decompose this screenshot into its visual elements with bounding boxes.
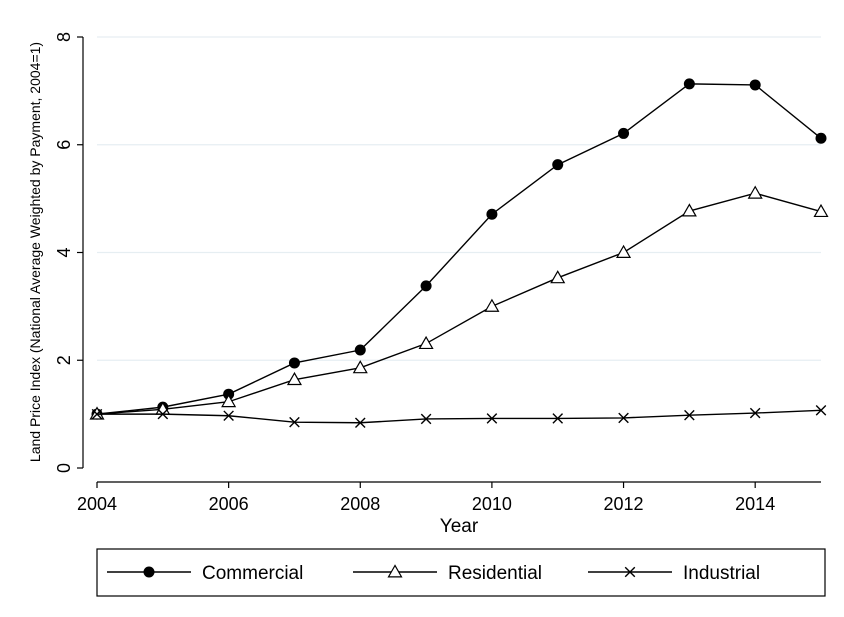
point-commercial-2014 <box>749 79 761 91</box>
point-industrial-2014 <box>749 407 761 419</box>
legend-marker-residential <box>387 564 403 578</box>
point-commercial-2009 <box>420 280 432 292</box>
point-industrial-2009 <box>420 413 432 425</box>
x-axis-label: Year <box>440 516 479 537</box>
point-industrial-2015 <box>815 405 827 416</box>
point-commercial-2013 <box>683 78 695 90</box>
point-industrial-2011 <box>552 413 564 424</box>
legend-label-residential: Residential <box>448 563 542 584</box>
point-commercial-2010 <box>486 208 498 220</box>
point-residential-2014 <box>747 185 763 199</box>
series-industrial <box>91 405 827 429</box>
y-tick-label-2: 4 <box>54 247 74 257</box>
point-commercial-2015 <box>815 132 827 144</box>
point-industrial-2012 <box>618 412 629 424</box>
point-industrial-2006 <box>223 410 234 422</box>
point-industrial-2004 <box>91 408 103 420</box>
x-tick-label-4: 2012 <box>604 494 644 514</box>
point-industrial-2005 <box>157 408 169 420</box>
y-tick-label-4: 8 <box>54 32 74 42</box>
point-industrial-2007 <box>289 416 300 428</box>
point-residential-2010 <box>484 298 500 312</box>
legend: Commercial Residential Industrial <box>96 548 826 597</box>
point-commercial-2012 <box>618 127 630 139</box>
series-line-commercial <box>96 83 822 415</box>
point-residential-2012 <box>616 244 632 258</box>
y-tick-label-0: 0 <box>54 463 74 473</box>
point-residential-2009 <box>418 335 434 350</box>
point-residential-2011 <box>550 270 566 284</box>
legend-marker-industrial <box>624 566 636 578</box>
point-industrial-2010 <box>486 413 498 424</box>
x-tick-label-5: 2014 <box>735 494 775 514</box>
x-tick-label-2: 2008 <box>340 494 380 514</box>
y-ticks: 0 2 4 6 8 <box>54 32 83 473</box>
point-industrial-2008 <box>354 417 366 429</box>
x-tick-label-0: 2004 <box>77 494 117 514</box>
y-axis-label: Land Price Index (National Average Weigh… <box>27 42 43 462</box>
point-commercial-2008 <box>354 344 366 356</box>
series-residential <box>89 185 829 420</box>
point-commercial-2007 <box>288 357 300 369</box>
point-residential-2006 <box>221 394 237 408</box>
legend-label-industrial: Industrial <box>683 563 760 584</box>
point-residential-2013 <box>681 203 697 217</box>
series-line-industrial <box>97 409 822 424</box>
legend-box <box>96 548 826 597</box>
point-industrial-2013 <box>684 409 695 421</box>
plot-area <box>89 78 829 429</box>
series-line-residential <box>96 192 822 415</box>
legend-label-commercial: Commercial <box>202 563 303 584</box>
x-ticks: 2004 2006 2008 2010 2012 2014 <box>77 482 775 514</box>
x-tick-label-1: 2006 <box>209 494 249 514</box>
y-tick-label-1: 2 <box>54 355 74 365</box>
point-residential-2008 <box>352 360 368 374</box>
gridlines <box>97 36 821 361</box>
legend-marker-commercial <box>143 566 155 578</box>
point-residential-2007 <box>286 371 302 386</box>
point-residential-2015 <box>813 203 829 218</box>
x-tick-label-3: 2010 <box>472 494 512 514</box>
point-commercial-2011 <box>552 159 564 171</box>
y-tick-label-3: 6 <box>54 140 74 150</box>
